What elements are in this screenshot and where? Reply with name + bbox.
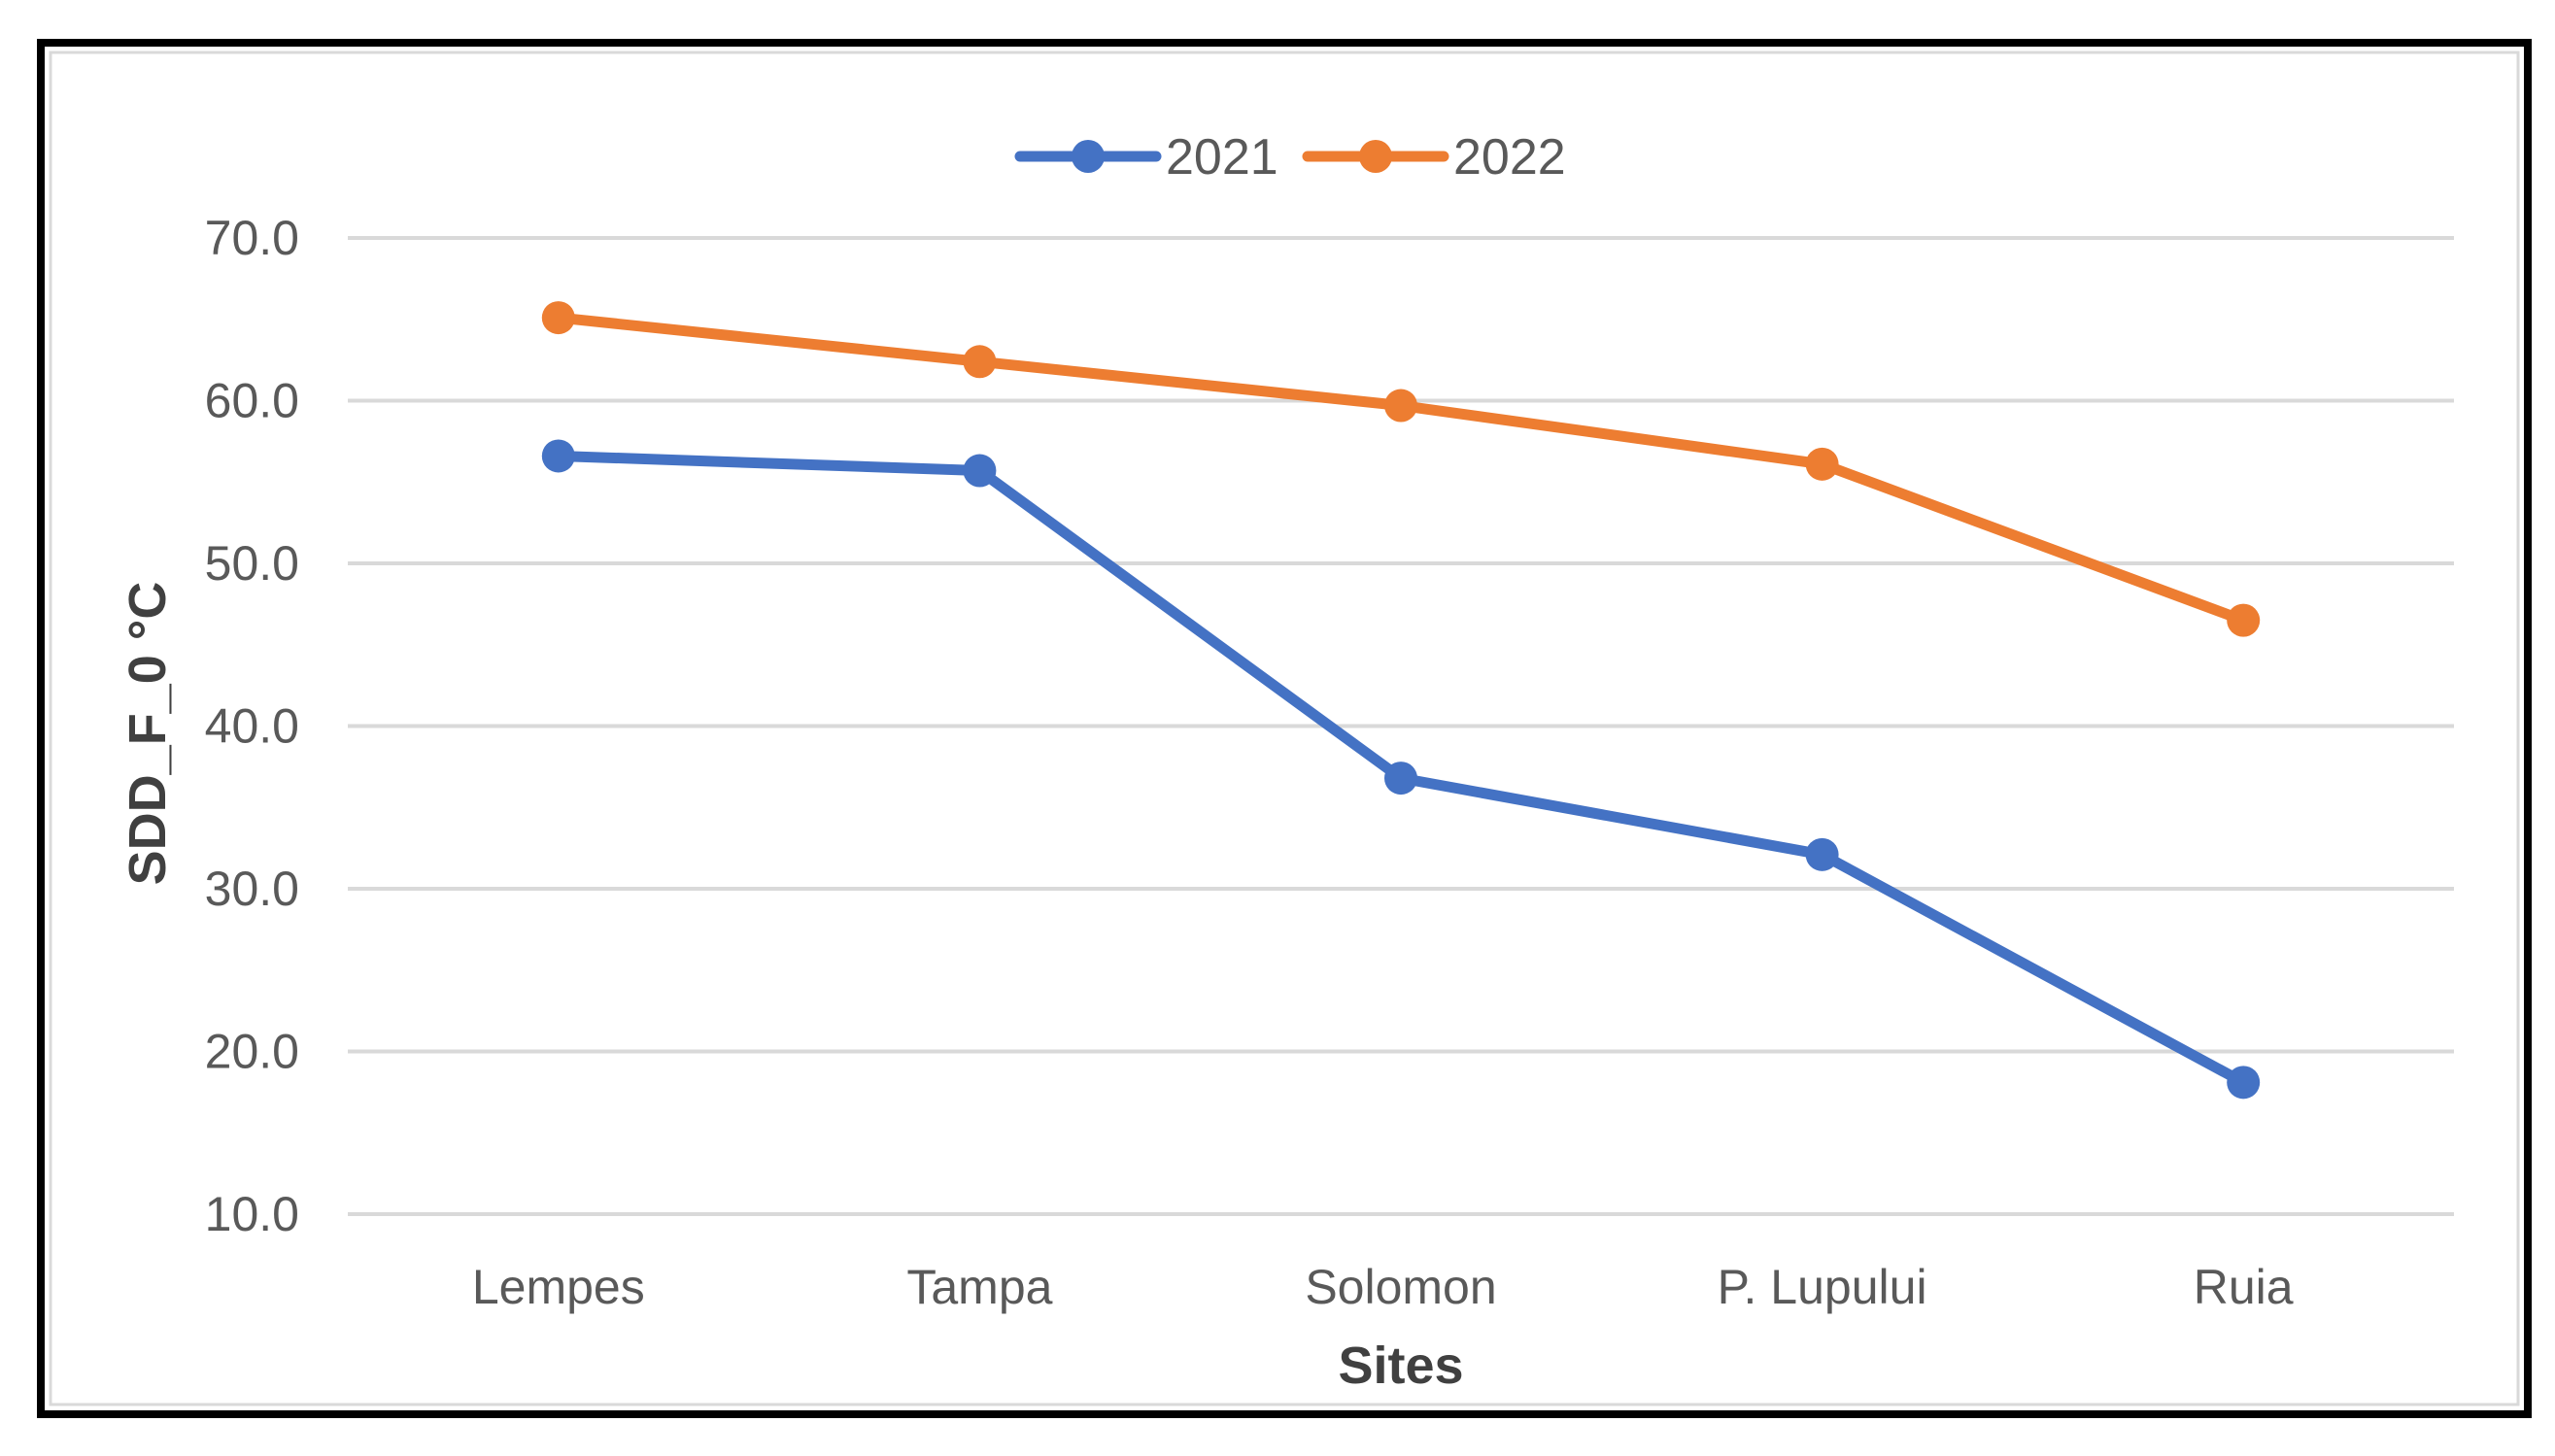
data-point [963,345,997,379]
legend: 2021 2022 [1014,129,1566,186]
legend-label: 2022 [1453,129,1566,186]
series-2022 [541,301,2261,637]
legend-dot-marker [1359,140,1392,173]
x-axis-tick-labels: Lempes Tampa Solomon P. Lupului Ruia [472,1260,2294,1314]
x-tick-label: Ruia [2194,1260,2294,1314]
chart-outer-border [37,39,2532,1418]
data-point [2227,1066,2261,1100]
y-axis-tick-labels: 10.0 20.0 30.0 40.0 50.0 60.0 70.0 [205,211,299,1241]
y-tick-label: 60.0 [205,374,299,428]
data-point [1805,837,1839,871]
y-tick-label: 50.0 [205,536,299,591]
y-tick-label: 30.0 [205,862,299,916]
y-tick-label: 10.0 [205,1187,299,1241]
data-point [963,454,997,488]
data-point [1384,389,1417,423]
series [541,301,2261,1100]
y-tick-label: 40.0 [205,699,299,754]
x-tick-label: Tampa [906,1260,1052,1314]
legend-item-2022: 2022 [1302,129,1566,186]
data-point [541,439,575,473]
y-tick-label: 20.0 [205,1025,299,1079]
data-point [1384,762,1417,796]
y-tick-label: 70.0 [205,211,299,265]
x-tick-label: P. Lupului [1718,1260,1927,1314]
y-axis-title: SDD_F_0 °C [119,582,177,886]
data-point [2227,603,2261,637]
chart-inner-border [49,51,2520,1406]
x-axis-title: Sites [1338,1337,1463,1395]
legend-dot-marker [1072,140,1105,173]
data-point [1805,447,1839,481]
x-tick-label: Lempes [472,1260,645,1314]
series-2021 [541,439,2261,1100]
x-tick-label: Solomon [1305,1260,1496,1314]
legend-item-2021: 2021 [1014,129,1278,186]
data-point [541,301,575,335]
legend-label: 2021 [1166,129,1278,186]
